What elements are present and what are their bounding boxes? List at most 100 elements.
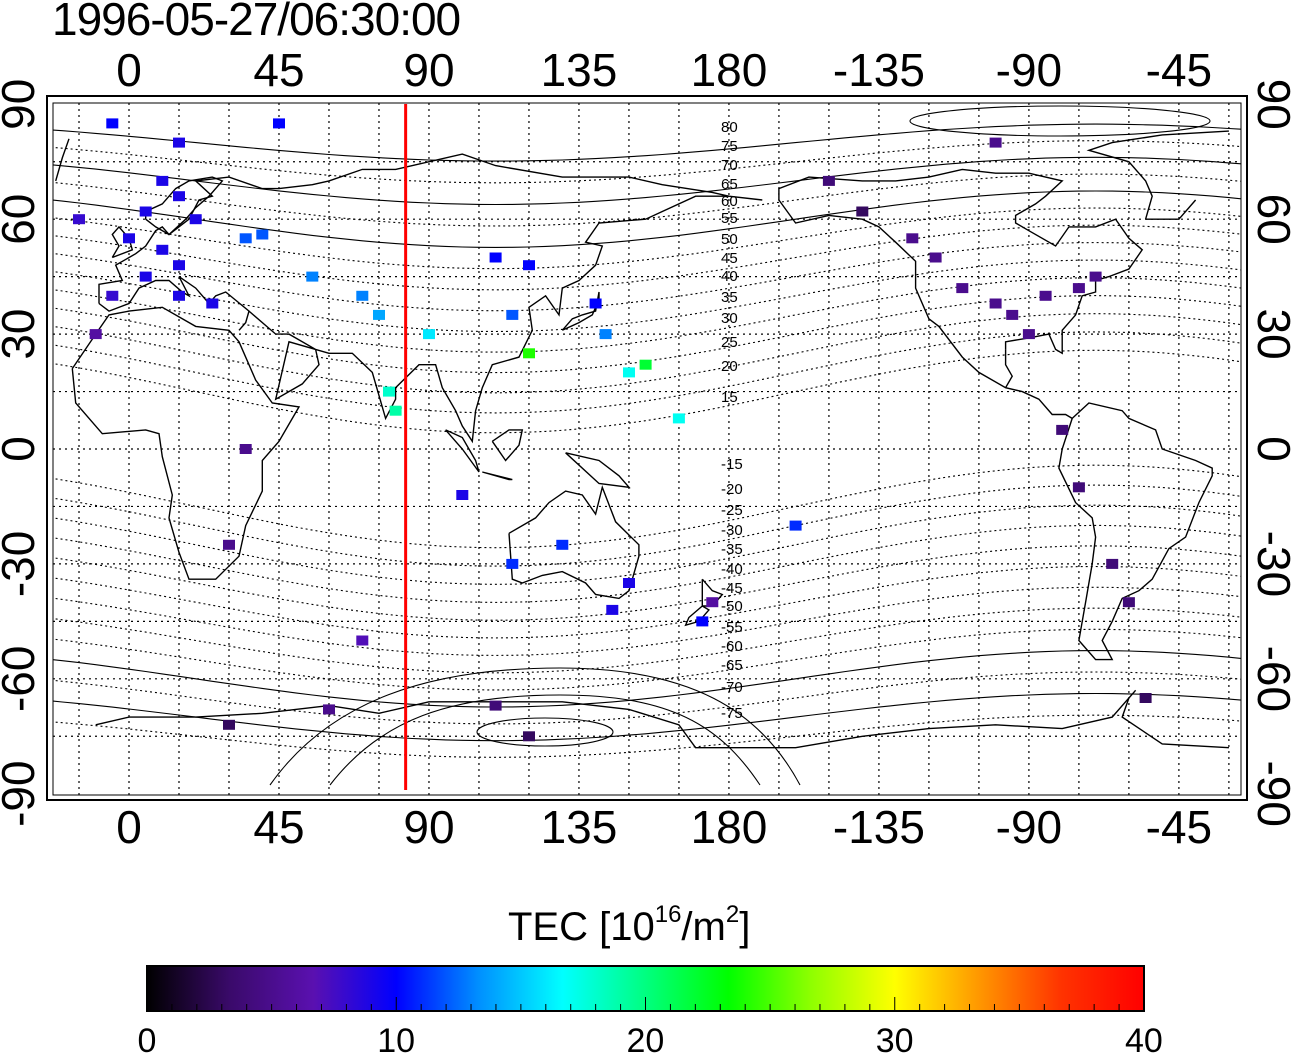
tec-data-point (156, 175, 169, 186)
tec-data-point (623, 578, 635, 588)
x-tick-label-bottom: 180 (691, 801, 768, 853)
tec-data-point (189, 214, 202, 225)
south-contour-arc (329, 694, 761, 786)
tec-data-point (956, 283, 969, 294)
x-tick-label-bottom: -135 (833, 801, 925, 853)
geomagnetic-contour (53, 714, 1241, 758)
tec-data-point (856, 206, 869, 217)
tec-data-point (223, 539, 235, 550)
contour-label: -50 (721, 598, 743, 615)
geomagnetic-contour (53, 671, 1241, 725)
south-contour-arc (269, 667, 801, 786)
contour-label: 45 (721, 250, 738, 267)
contour-label: -25 (721, 502, 743, 519)
tec-data-point (1122, 597, 1135, 608)
colorbar-title: TEC [1016/m2] (508, 901, 751, 949)
contour-label: -55 (721, 619, 743, 636)
tec-data-point (173, 137, 185, 148)
contour-label: -15 (721, 456, 743, 473)
geomagnetic-contour (53, 277, 1241, 353)
tec-data-point (523, 348, 535, 359)
tec-data-point (556, 539, 569, 550)
tec-data-point (989, 298, 1002, 309)
x-tick-label-bottom: 135 (541, 801, 618, 853)
x-tick-label-top: 180 (691, 44, 768, 96)
x-tick-label-bottom: -45 (1146, 801, 1212, 853)
tec-data-point (423, 329, 435, 340)
geomagnetic-contour (53, 259, 1241, 333)
tec-data-point (489, 252, 502, 263)
coastline-path (445, 429, 480, 473)
geomagnetic-contour (53, 156, 1241, 206)
y-tick-label-left: 0 (0, 436, 44, 462)
y-tick-label-left: -90 (0, 760, 44, 826)
tec-data-point (356, 290, 369, 301)
contour-label: 75 (721, 138, 738, 155)
geomagnetic-contour (53, 190, 1241, 248)
tec-data-point (173, 260, 185, 271)
tec-data-point (356, 635, 369, 646)
contour-label: 15 (721, 389, 738, 406)
x-tick-label-top: -90 (996, 44, 1062, 96)
tec-data-point (139, 206, 152, 217)
lat-lon-grid (53, 103, 1241, 795)
contour-label: -45 (721, 580, 743, 597)
contour-label: 70 (721, 157, 738, 174)
map-frame (46, 95, 1248, 801)
geomagnetic-contour (53, 692, 1241, 742)
colorbar-gradient (146, 965, 1145, 1012)
contour-label: -65 (721, 657, 743, 674)
coastline-path (71, 306, 301, 580)
contour-label: 40 (721, 268, 738, 285)
contour-label: 30 (721, 310, 738, 327)
tec-data-point (1022, 329, 1035, 340)
tec-data-point (506, 558, 519, 569)
x-ticks-bottom: 0 45 90 135 180 -135 -90 -45 (116, 801, 1212, 853)
tec-data-point (106, 118, 119, 129)
tec-data-point (206, 298, 219, 309)
tec-data-point (506, 309, 519, 320)
tec-data-point (123, 233, 135, 244)
geomagnetic-contour (53, 123, 1241, 162)
tec-data-point (306, 271, 319, 282)
tec-data-point (822, 175, 835, 186)
contour-label: -20 (721, 481, 743, 498)
tec-data-point (106, 290, 119, 301)
coastline-path (565, 452, 631, 489)
tec-data-point (639, 359, 652, 370)
tec-data-point (1089, 271, 1102, 282)
x-tick-label-bottom: -90 (996, 801, 1062, 853)
tec-data-point (623, 367, 635, 378)
geomagnetic-contour (53, 173, 1241, 227)
contour-label: 35 (721, 289, 738, 306)
coastline-path (111, 225, 134, 259)
y-tick-label-right: 0 (1248, 436, 1292, 462)
x-tick-label-bottom: 45 (253, 801, 304, 853)
contour-label: -60 (721, 638, 743, 655)
tec-data-point (672, 413, 685, 424)
coastline-path (482, 471, 513, 481)
tec-data-point (273, 118, 285, 129)
tec-data-point (1106, 558, 1119, 569)
x-ticks-top: 0 45 90 135 180 -135 -90 -45 (116, 44, 1212, 96)
y-tick-label-right: 30 (1248, 309, 1292, 360)
colorbar (146, 965, 1145, 1012)
geomagnetic-contour (53, 565, 1241, 639)
tec-data-point (589, 298, 602, 309)
x-tick-label-top: 135 (541, 44, 618, 96)
geomagnetic-contour (53, 545, 1241, 621)
tec-data-point (929, 252, 942, 263)
geomagnetic-contour (53, 650, 1241, 708)
coastline-path (1004, 349, 1014, 389)
coastline-path (778, 168, 1144, 355)
contour-label: 60 (721, 193, 738, 210)
tec-data-point (323, 704, 335, 715)
south-pole-contour (476, 717, 614, 747)
geomagnetic-contour (53, 349, 1241, 434)
coastline-path (508, 484, 640, 600)
x-tick-label-top: 45 (253, 44, 304, 96)
x-tick-label-top: -135 (833, 44, 925, 96)
